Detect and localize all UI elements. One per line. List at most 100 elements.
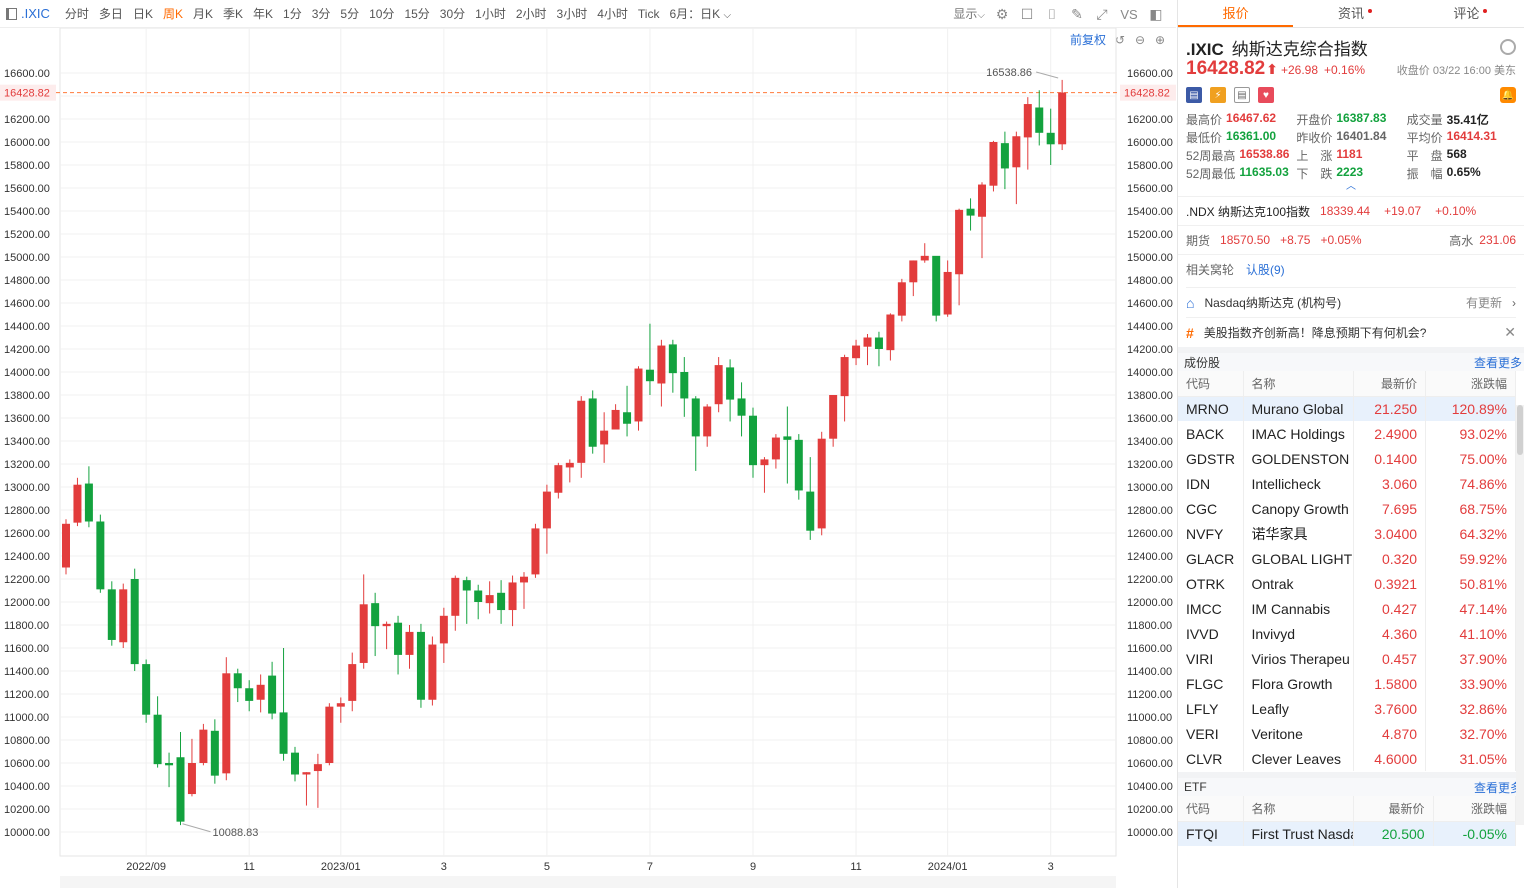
candle-body[interactable] — [531, 528, 540, 575]
candle-body[interactable] — [1058, 92, 1067, 145]
period-tab[interactable]: 3分 — [311, 6, 331, 21]
zoom-in-icon[interactable]: ⊕ — [1154, 32, 1166, 47]
ndx-row[interactable]: .NDX 纳斯达克100指数 18339.44 +19.07 +0.10% — [1178, 196, 1524, 225]
candle-body[interactable] — [565, 462, 574, 468]
table-row[interactable]: CLVR Clever Leaves 4.6000 31.05% — [1178, 746, 1516, 771]
candle-body[interactable] — [268, 675, 277, 714]
etf-more-link[interactable]: 查看更多 — [1473, 780, 1522, 795]
candle-body[interactable] — [497, 592, 506, 611]
navigator-strip[interactable] — [60, 876, 1116, 888]
candle-body[interactable] — [405, 631, 414, 655]
panel-tab[interactable]: 报价 — [1178, 0, 1294, 27]
candle-body[interactable] — [348, 664, 357, 701]
candle-body[interactable] — [302, 772, 311, 775]
futures-row[interactable]: 期货 18570.50 +8.75 +0.05% 高水 231.06 — [1178, 225, 1524, 254]
candle-body[interactable] — [508, 582, 517, 611]
candle-body[interactable] — [794, 439, 803, 491]
candle-body[interactable] — [451, 577, 460, 616]
candle-body[interactable] — [886, 314, 895, 351]
column-header[interactable]: 名称 — [1243, 371, 1354, 397]
candle-body[interactable] — [313, 764, 322, 772]
table-row[interactable]: OTRK Ontrak 0.3921 50.81% — [1178, 571, 1516, 596]
candle-body[interactable] — [439, 615, 448, 644]
zoom-out-icon[interactable]: ⊖ — [1134, 32, 1146, 47]
pencil-icon[interactable]: ✎ — [1071, 5, 1083, 22]
candle-body[interactable] — [817, 438, 826, 529]
candle-body[interactable] — [840, 357, 849, 397]
candle-body[interactable] — [62, 523, 70, 568]
period-tab[interactable]: 3小时 — [556, 6, 588, 21]
candle-body[interactable] — [863, 337, 872, 347]
period-tab[interactable]: 30分 — [439, 6, 466, 21]
period-tab[interactable]: Tick — [637, 6, 660, 21]
candle-body[interactable] — [428, 644, 437, 700]
candle-body[interactable] — [382, 623, 391, 627]
range-select[interactable]: 6月：日K ⌵ — [664, 0, 736, 28]
candle-body[interactable] — [96, 521, 105, 590]
candle-body[interactable] — [909, 260, 918, 283]
candle-body[interactable] — [897, 282, 906, 316]
candle-body[interactable] — [474, 590, 483, 603]
candle-body[interactable] — [554, 465, 563, 493]
candle-body[interactable] — [245, 688, 254, 701]
candle-body[interactable] — [943, 271, 952, 315]
period-tab[interactable]: 10分 — [369, 6, 395, 21]
period-tab[interactable]: 年K — [253, 6, 274, 21]
table-row[interactable]: IDN Intellicheck 3.060 74.86% — [1178, 471, 1516, 496]
lightning-icon[interactable]: ⚡ — [1210, 87, 1226, 103]
settings-icon[interactable] — [1500, 39, 1516, 55]
candle-body[interactable] — [222, 673, 231, 774]
heart-icon[interactable]: ♥ — [1258, 87, 1274, 103]
candle-body[interactable] — [645, 369, 654, 382]
period-tab[interactable]: 1分 — [283, 6, 302, 21]
candle-body[interactable] — [852, 345, 861, 359]
document-icon[interactable]: ▤ — [1234, 87, 1250, 103]
candle-body[interactable] — [336, 703, 345, 707]
compare-button[interactable]: VS — [1120, 6, 1138, 22]
camera-icon[interactable]: ⌷ — [1047, 5, 1057, 22]
period-tab[interactable]: 多日 — [98, 6, 123, 21]
table-row[interactable]: LFLY Leafly 3.7600 32.86% — [1178, 696, 1516, 721]
scrollbar-thumb[interactable] — [1517, 405, 1523, 455]
panel-tab[interactable]: 资讯 — [1293, 0, 1408, 27]
candle-body[interactable] — [714, 365, 723, 405]
candle-body[interactable] — [1046, 132, 1055, 145]
candle-body[interactable] — [485, 595, 494, 604]
period-tab[interactable]: 日K — [132, 6, 153, 21]
table-row[interactable]: BACK IMAC Holdings 2.4900 93.02% — [1178, 421, 1516, 446]
candle-body[interactable] — [657, 345, 666, 384]
candle-body[interactable] — [588, 398, 597, 447]
candle-body[interactable] — [691, 398, 700, 437]
candle-body[interactable] — [84, 483, 93, 522]
period-tab[interactable]: 4小时 — [597, 6, 628, 21]
bell-icon[interactable]: 🔔 — [1500, 87, 1516, 103]
candle-body[interactable] — [165, 763, 174, 766]
candle-body[interactable] — [1023, 104, 1032, 138]
candle-body[interactable] — [703, 406, 712, 437]
candle-body[interactable] — [371, 603, 380, 627]
constituents-more-link[interactable]: 查看更多 — [1473, 355, 1522, 370]
column-header[interactable]: 名称 — [1243, 796, 1354, 822]
symbol-selector[interactable]: .IXIC — [0, 6, 60, 21]
checkbox-dropdown-icon[interactable]: ☐ — [1020, 5, 1034, 22]
candle-body[interactable] — [806, 491, 815, 531]
period-tab[interactable]: 分时 — [64, 6, 89, 21]
table-row[interactable]: MRNO Murano Global 21.250 120.89% — [1178, 396, 1516, 421]
period-tab[interactable]: 2小时 — [515, 6, 547, 21]
fullscreen-icon[interactable]: ⤢ — [1096, 5, 1108, 22]
table-row[interactable]: GDSTR GOLDENSTON 0.1400 75.00% — [1178, 446, 1516, 471]
candle-body[interactable] — [233, 673, 242, 689]
candle-body[interactable] — [142, 664, 151, 715]
restore-adjust-button[interactable]: 前复权 — [1070, 33, 1107, 47]
column-header[interactable]: 代码 — [1178, 796, 1244, 822]
candle-body[interactable] — [359, 604, 368, 663]
panel-tab[interactable]: 评论 — [1409, 0, 1524, 27]
candle-body[interactable] — [520, 576, 528, 583]
candlestick-chart[interactable]: 16600.0016600.0016400.0016400.0016200.00… — [0, 28, 1176, 888]
close-icon[interactable]: ✕ — [1504, 324, 1516, 340]
period-tab[interactable]: 月K — [192, 6, 213, 21]
table-row[interactable]: NVFY 诺华家具 3.0400 64.32% — [1178, 521, 1516, 546]
candle-body[interactable] — [726, 367, 735, 400]
candle-body[interactable] — [462, 580, 471, 591]
period-tab[interactable]: 1小时 — [475, 6, 506, 21]
